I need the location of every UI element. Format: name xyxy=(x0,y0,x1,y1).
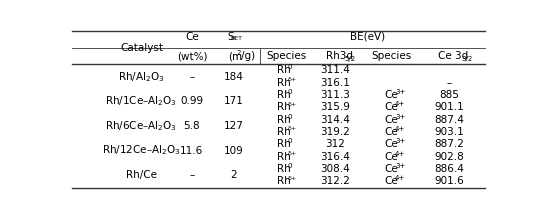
Text: –: – xyxy=(446,78,452,88)
Text: 11.6: 11.6 xyxy=(180,146,204,155)
Text: BE(eV): BE(eV) xyxy=(350,32,386,41)
Text: 901.1: 901.1 xyxy=(434,102,464,112)
Text: Rh/1Ce–Al$_2$O$_3$: Rh/1Ce–Al$_2$O$_3$ xyxy=(105,94,178,108)
Text: 171: 171 xyxy=(224,96,244,106)
Text: Ce 3d: Ce 3d xyxy=(438,51,468,61)
Text: 0: 0 xyxy=(287,163,292,169)
Text: Rh/6Ce–Al$_2$O$_3$: Rh/6Ce–Al$_2$O$_3$ xyxy=(105,119,178,133)
Text: 0: 0 xyxy=(287,89,292,95)
Text: Rh: Rh xyxy=(277,152,291,162)
Text: S: S xyxy=(228,32,234,41)
Text: Ce: Ce xyxy=(384,164,398,174)
Text: –: – xyxy=(190,170,194,180)
Text: Rh: Rh xyxy=(277,164,291,174)
Text: 4+: 4+ xyxy=(395,175,405,181)
Text: 0: 0 xyxy=(287,114,292,120)
Text: Rh3d: Rh3d xyxy=(326,51,353,61)
Text: 316.1: 316.1 xyxy=(320,78,350,88)
Text: Rh: Rh xyxy=(277,115,291,125)
Text: 2: 2 xyxy=(230,170,237,180)
Text: 885: 885 xyxy=(439,90,459,100)
Text: δ+: δ+ xyxy=(287,102,296,107)
Text: Ce: Ce xyxy=(384,152,398,162)
Text: 184: 184 xyxy=(224,72,244,82)
Text: Rh/Ce: Rh/Ce xyxy=(126,170,157,180)
Text: 109: 109 xyxy=(224,146,244,155)
Text: Catalyst: Catalyst xyxy=(120,43,163,53)
Text: Ce: Ce xyxy=(384,102,398,112)
Text: 2: 2 xyxy=(236,50,241,56)
Text: Rh: Rh xyxy=(277,65,291,75)
Text: 3+: 3+ xyxy=(395,89,405,95)
Text: 314.4: 314.4 xyxy=(320,115,350,125)
Text: 887.4: 887.4 xyxy=(434,115,464,125)
Text: Species: Species xyxy=(266,51,307,61)
Text: Species: Species xyxy=(372,51,412,61)
Text: 127: 127 xyxy=(224,121,244,131)
Text: Ce: Ce xyxy=(384,115,398,125)
Text: 5/2: 5/2 xyxy=(345,56,356,62)
Text: 3+: 3+ xyxy=(395,163,405,169)
Text: Ce: Ce xyxy=(185,32,199,41)
Text: 312: 312 xyxy=(325,139,345,149)
Text: 886.4: 886.4 xyxy=(434,164,464,174)
Text: 5.8: 5.8 xyxy=(184,121,200,131)
Text: 901.6: 901.6 xyxy=(434,176,464,186)
Text: 0: 0 xyxy=(287,138,292,144)
Text: Rh: Rh xyxy=(277,102,291,112)
Text: 4+: 4+ xyxy=(395,151,405,157)
Text: /g): /g) xyxy=(241,51,255,61)
Text: 3/2: 3/2 xyxy=(462,56,473,62)
Text: Ce: Ce xyxy=(384,139,398,149)
Text: Rh: Rh xyxy=(277,127,291,137)
Text: δ+: δ+ xyxy=(287,151,296,156)
Text: 903.1: 903.1 xyxy=(434,127,464,137)
Text: 887.2: 887.2 xyxy=(434,139,464,149)
Text: Ce: Ce xyxy=(384,176,398,186)
Text: Rh/Al$_2$O$_3$: Rh/Al$_2$O$_3$ xyxy=(118,70,165,83)
Text: 0.99: 0.99 xyxy=(180,96,204,106)
Text: δ+: δ+ xyxy=(287,176,296,181)
Text: Ce: Ce xyxy=(384,90,398,100)
Text: Rh/12Ce–Al$_2$O$_3$: Rh/12Ce–Al$_2$O$_3$ xyxy=(102,144,181,157)
Text: 316.4: 316.4 xyxy=(320,152,350,162)
Text: (m: (m xyxy=(228,51,242,61)
Text: BET: BET xyxy=(231,36,243,41)
Text: δ+: δ+ xyxy=(287,77,296,82)
Text: 3+: 3+ xyxy=(395,138,405,144)
Text: 4+: 4+ xyxy=(395,101,405,107)
Text: 312.2: 312.2 xyxy=(320,176,350,186)
Text: 311.3: 311.3 xyxy=(320,90,350,100)
Text: 902.8: 902.8 xyxy=(434,152,464,162)
Text: 0: 0 xyxy=(287,64,292,70)
Text: 3+: 3+ xyxy=(395,114,405,120)
Text: (wt%): (wt%) xyxy=(176,51,207,61)
Text: Rh: Rh xyxy=(277,139,291,149)
Text: –: – xyxy=(190,72,194,82)
Text: Rh: Rh xyxy=(277,78,291,88)
Text: Rh: Rh xyxy=(277,90,291,100)
Text: δ+: δ+ xyxy=(287,126,296,132)
Text: 319.2: 319.2 xyxy=(320,127,350,137)
Text: 315.9: 315.9 xyxy=(320,102,350,112)
Text: Ce: Ce xyxy=(384,127,398,137)
Text: 311.4: 311.4 xyxy=(320,65,350,75)
Text: 308.4: 308.4 xyxy=(320,164,350,174)
Text: 4+: 4+ xyxy=(395,126,405,132)
Text: Rh: Rh xyxy=(277,176,291,186)
